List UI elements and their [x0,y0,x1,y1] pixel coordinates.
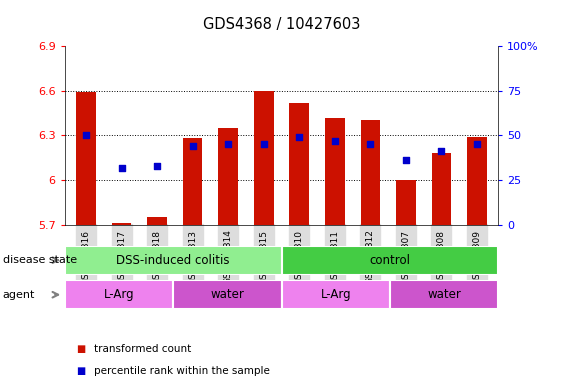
Bar [432,153,451,225]
Bar [218,128,238,225]
Point [437,148,446,154]
Bar [148,217,167,225]
Text: percentile rank within the sample: percentile rank within the sample [94,366,270,376]
Bar [65,280,173,309]
Bar [183,138,203,225]
Bar [360,121,380,225]
Text: water: water [211,288,244,301]
Point [366,141,375,147]
Point [472,141,481,147]
Bar [282,246,498,275]
Text: transformed count: transformed count [94,344,191,354]
Point [224,141,233,147]
Text: disease state: disease state [3,255,77,265]
Bar [282,280,390,309]
Point [82,132,91,139]
Bar [112,223,131,225]
Bar [396,180,415,225]
Bar [77,92,96,225]
Point [117,164,126,170]
Text: ■: ■ [76,366,85,376]
Text: ■: ■ [76,344,85,354]
Bar [65,246,282,275]
Point [259,141,268,147]
Text: L-Arg: L-Arg [320,288,351,301]
Point [330,137,339,144]
Bar [390,280,498,309]
Point [153,163,162,169]
Bar [254,91,274,225]
Point [401,157,410,164]
Point [188,143,197,149]
Text: GDS4368 / 10427603: GDS4368 / 10427603 [203,17,360,33]
Text: agent: agent [3,290,35,300]
Text: L-Arg: L-Arg [104,288,134,301]
Bar [173,280,282,309]
Text: water: water [427,288,461,301]
Bar [467,137,486,225]
Bar [325,118,345,225]
Point [295,134,304,140]
Text: DSS-induced colitis: DSS-induced colitis [117,254,230,266]
Text: control: control [369,254,410,266]
Bar [289,103,309,225]
